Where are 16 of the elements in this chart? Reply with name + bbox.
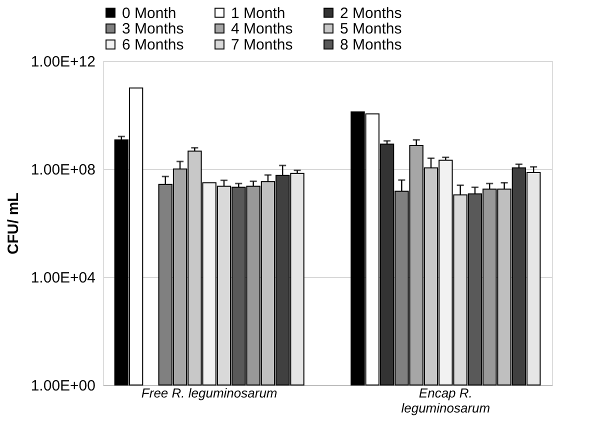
legend-label: 0 Month <box>122 4 176 22</box>
y-tick-label: 1.00E+04 <box>30 270 96 286</box>
y-tick-label: 1.00E+00 <box>30 378 96 394</box>
legend-label: 5 Months <box>340 20 402 38</box>
y-tick-label: 1.00E+12 <box>30 54 96 70</box>
legend-label: 1 Month <box>231 4 286 22</box>
legend-label: 2 Months <box>340 4 402 22</box>
x-tick-label: Encap R. leguminosarum <box>401 386 490 416</box>
y-axis-title: CFU/ mL <box>4 192 22 254</box>
y-tick-label: 1.00E+08 <box>30 162 96 178</box>
legend-label: 4 Months <box>231 20 293 38</box>
legend-label: 3 Months <box>122 20 184 38</box>
x-tick-label: Free R. leguminosarum <box>141 386 278 400</box>
legend-label: 8 Months <box>340 36 402 54</box>
legend-label: 7 Months <box>231 36 293 54</box>
legend-label: 6 Months <box>122 36 184 54</box>
